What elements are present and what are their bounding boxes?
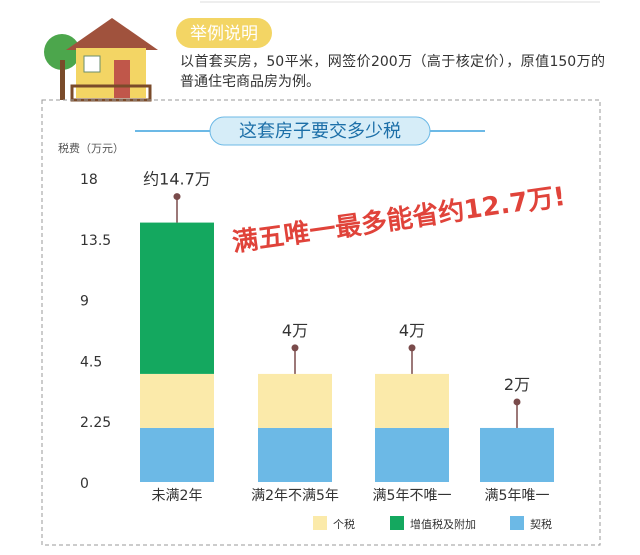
bar-segment <box>375 373 449 428</box>
y-label: 税费（万元） <box>58 141 124 155</box>
total-label: 4万 <box>399 321 425 340</box>
legend-swatch <box>390 516 404 530</box>
bar-segment <box>258 427 332 482</box>
legend-label: 个税 <box>333 517 355 531</box>
frame <box>41 99 601 546</box>
x-tick-label: 满2年不满5年 <box>251 488 339 504</box>
total-label: 4万 <box>282 321 308 340</box>
y-tick-label: 13.5 <box>80 233 111 249</box>
total-dot <box>291 344 299 352</box>
bar-segment <box>480 427 554 482</box>
legend-swatch <box>313 516 327 530</box>
tag-pill <box>176 18 272 48</box>
x-tick-label: 未满2年 <box>152 488 203 504</box>
y-tick-label: 9 <box>80 294 89 310</box>
bar-segment <box>140 373 214 428</box>
legend-label: 契税 <box>530 517 552 531</box>
legend-swatch <box>510 516 524 530</box>
legend-label: 增值税及附加 <box>410 517 476 531</box>
chart-title: 这套房子要交多少税 <box>239 121 401 142</box>
total-dot <box>173 193 181 201</box>
bar-segment <box>258 373 332 428</box>
intro: 以首套买房，50平米，网签价200万（高于核定价），原值150万的普通住宅商品房… <box>180 54 605 90</box>
total-dot <box>513 398 521 406</box>
banner <box>209 116 431 146</box>
bar-segment <box>375 427 449 482</box>
intro-text: 以首套买房，50平米，网签价200万（高于核定价），原值150万的普通住宅商品房… <box>180 54 605 90</box>
bar-segment <box>140 427 214 482</box>
tag: 举例说明 <box>190 24 258 44</box>
annotation: 满五唯一最多能省约12.7万! <box>230 181 567 258</box>
x-tick-label: 满5年唯一 <box>485 488 550 504</box>
y-tick-label: 2.25 <box>80 415 111 431</box>
y-tick-label: 0 <box>80 476 89 492</box>
y-tick-label: 18 <box>80 172 98 188</box>
total-dot <box>408 344 416 352</box>
total-label: 2万 <box>504 375 530 394</box>
y-tick-label: 4.5 <box>80 354 102 370</box>
x-tick-label: 满5年不唯一 <box>373 488 452 504</box>
total-label: 约14.7万 <box>143 170 211 189</box>
bar-segment <box>140 222 214 374</box>
house-icon <box>44 18 158 102</box>
